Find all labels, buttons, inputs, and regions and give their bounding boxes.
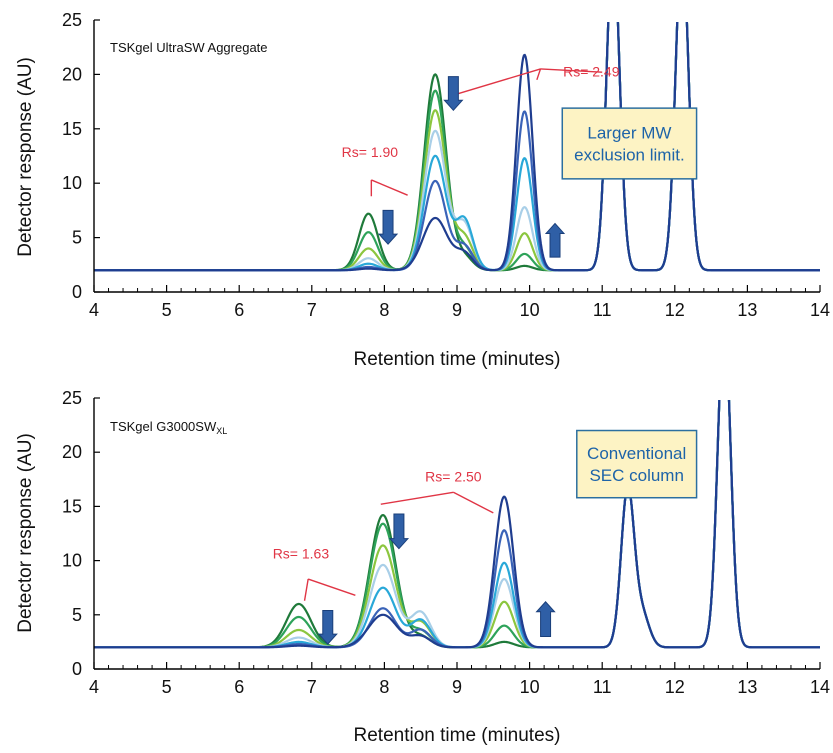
bottom-trend-arrow-up [535, 601, 556, 637]
bottom-trend-arrow-down [317, 609, 338, 645]
top-resolution-label: Rs= 1.90 [342, 144, 399, 160]
top-note-box [561, 107, 698, 180]
bottom-y-tick-label: 5 [72, 605, 82, 625]
top-resolution-leader [536, 68, 542, 81]
bottom-y-tick-label: 10 [62, 551, 82, 571]
top-y-tick-label: 5 [72, 228, 82, 248]
top-trend-arrow-down [443, 76, 464, 112]
top-panel-title: TSKgel UltraSW Aggregate [110, 40, 268, 55]
bottom-panel-title-subscript: XL [216, 426, 227, 436]
bottom-resolution-leader [453, 491, 494, 514]
bottom-x-tick-label: 8 [379, 677, 389, 697]
top-y-tick-label: 10 [62, 173, 82, 193]
bottom-chromatogram-panel: Detector response (AU) Retention time (m… [15, 388, 830, 746]
bottom-x-tick-label: 4 [89, 677, 99, 697]
top-x-tick-label: 12 [665, 300, 685, 320]
top-x-axis-title: Retention time (minutes) [354, 349, 561, 370]
bottom-x-tick-label: 12 [665, 677, 685, 697]
bottom-y-tick-label: 20 [62, 442, 82, 462]
top-y-axis-title: Detector response (AU) [15, 57, 36, 257]
top-trend-arrow-up [544, 222, 566, 258]
bottom-trend-arrow-down [388, 513, 410, 550]
bottom-y-tick-label: 15 [62, 496, 82, 516]
top-resolution-leader [540, 68, 603, 73]
top-chromatogram-panel: Detector response (AU) Retention time (m… [15, 10, 830, 370]
top-note-line: exclusion limit. [574, 145, 685, 164]
bottom-annotations: Rs= 1.63 Rs= 2.50 Conventional SEC column [273, 429, 698, 645]
bottom-resolution-label: Rs= 2.50 [425, 468, 482, 484]
top-x-tick-label: 8 [379, 300, 389, 320]
top-x-tick-label: 5 [162, 300, 172, 320]
top-chromatogram-trace [94, 22, 820, 272]
bottom-traces [94, 400, 820, 649]
top-x-tick-label: 11 [593, 300, 612, 320]
bottom-x-tick-label: 6 [234, 677, 244, 697]
bottom-resolution-leader [307, 578, 356, 596]
bottom-y-tick-label: 0 [72, 659, 82, 679]
bottom-x-tick-label: 9 [452, 677, 462, 697]
bottom-note-line: Conventional [587, 444, 686, 463]
bottom-panel-title: TSKgel G3000SWXL [110, 419, 227, 436]
bottom-panel-title-main: TSKgel G3000SW [110, 419, 217, 434]
bottom-ticks: 4 5 6 7 8 9 10 11 12 13 14 0 5 10 15 20 25 [62, 388, 830, 697]
top-y-tick-label: 25 [62, 10, 82, 30]
top-x-tick-label: 9 [452, 300, 462, 320]
top-traces [94, 22, 820, 272]
bottom-y-tick-label: 25 [62, 388, 82, 408]
top-note-line: Larger MW [587, 123, 671, 142]
bottom-note-box [576, 429, 698, 499]
top-x-tick-label: 14 [810, 300, 830, 320]
bottom-x-tick-label: 13 [737, 677, 757, 697]
bottom-x-tick-label: 5 [162, 677, 172, 697]
top-y-tick-label: 0 [72, 282, 82, 302]
bottom-x-tick-label: 7 [307, 677, 317, 697]
bottom-resolution-leader [303, 578, 309, 601]
top-x-tick-label: 4 [89, 300, 99, 320]
bottom-y-axis-title: Detector response (AU) [15, 433, 36, 633]
bottom-x-axis-title: Retention time (minutes) [354, 725, 561, 746]
top-y-tick-label: 20 [62, 64, 82, 84]
top-y-tick-label: 15 [62, 119, 82, 139]
top-trend-arrow-down [377, 209, 399, 245]
top-x-tick-label: 13 [737, 300, 757, 320]
bottom-x-tick-label: 11 [593, 677, 612, 697]
top-x-tick-label: 10 [520, 300, 540, 320]
top-annotations: Rs= 1.90 Rs= 2.49 Larger MW exclusion limit… [342, 64, 698, 258]
bottom-note-line: SEC column [589, 466, 683, 485]
bottom-resolution-leader [380, 491, 454, 505]
bottom-chromatogram-trace [94, 400, 820, 649]
top-resolution-leader [371, 179, 408, 196]
top-resolution-label: Rs= 2.49 [563, 64, 620, 80]
bottom-resolution-label: Rs= 1.63 [273, 545, 330, 561]
top-ticks: 4 5 6 7 8 9 10 11 12 13 14 0 5 10 15 20 25 [62, 10, 830, 320]
top-x-tick-label: 7 [307, 300, 317, 320]
top-resolution-leader [449, 68, 541, 97]
top-x-tick-label: 6 [234, 300, 244, 320]
bottom-x-tick-label: 10 [520, 677, 540, 697]
bottom-x-tick-label: 14 [810, 677, 830, 697]
